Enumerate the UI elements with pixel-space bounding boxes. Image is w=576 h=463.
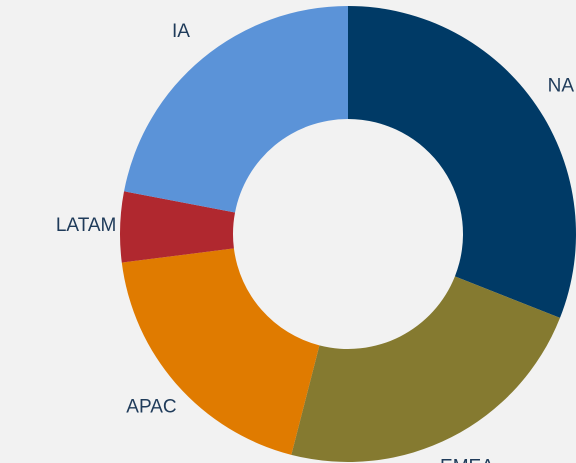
- donut-slice: [348, 6, 576, 318]
- donut-slice: [291, 276, 560, 462]
- slice-label: APAC: [126, 396, 176, 417]
- slice-label: EMEA: [440, 456, 494, 463]
- donut-slice: [124, 6, 348, 213]
- slice-label: LATAM: [56, 215, 117, 236]
- donut-slice: [121, 248, 320, 455]
- slice-label: NA: [548, 76, 575, 97]
- slice-label: IA: [172, 21, 190, 42]
- donut-slice: [119, 191, 236, 263]
